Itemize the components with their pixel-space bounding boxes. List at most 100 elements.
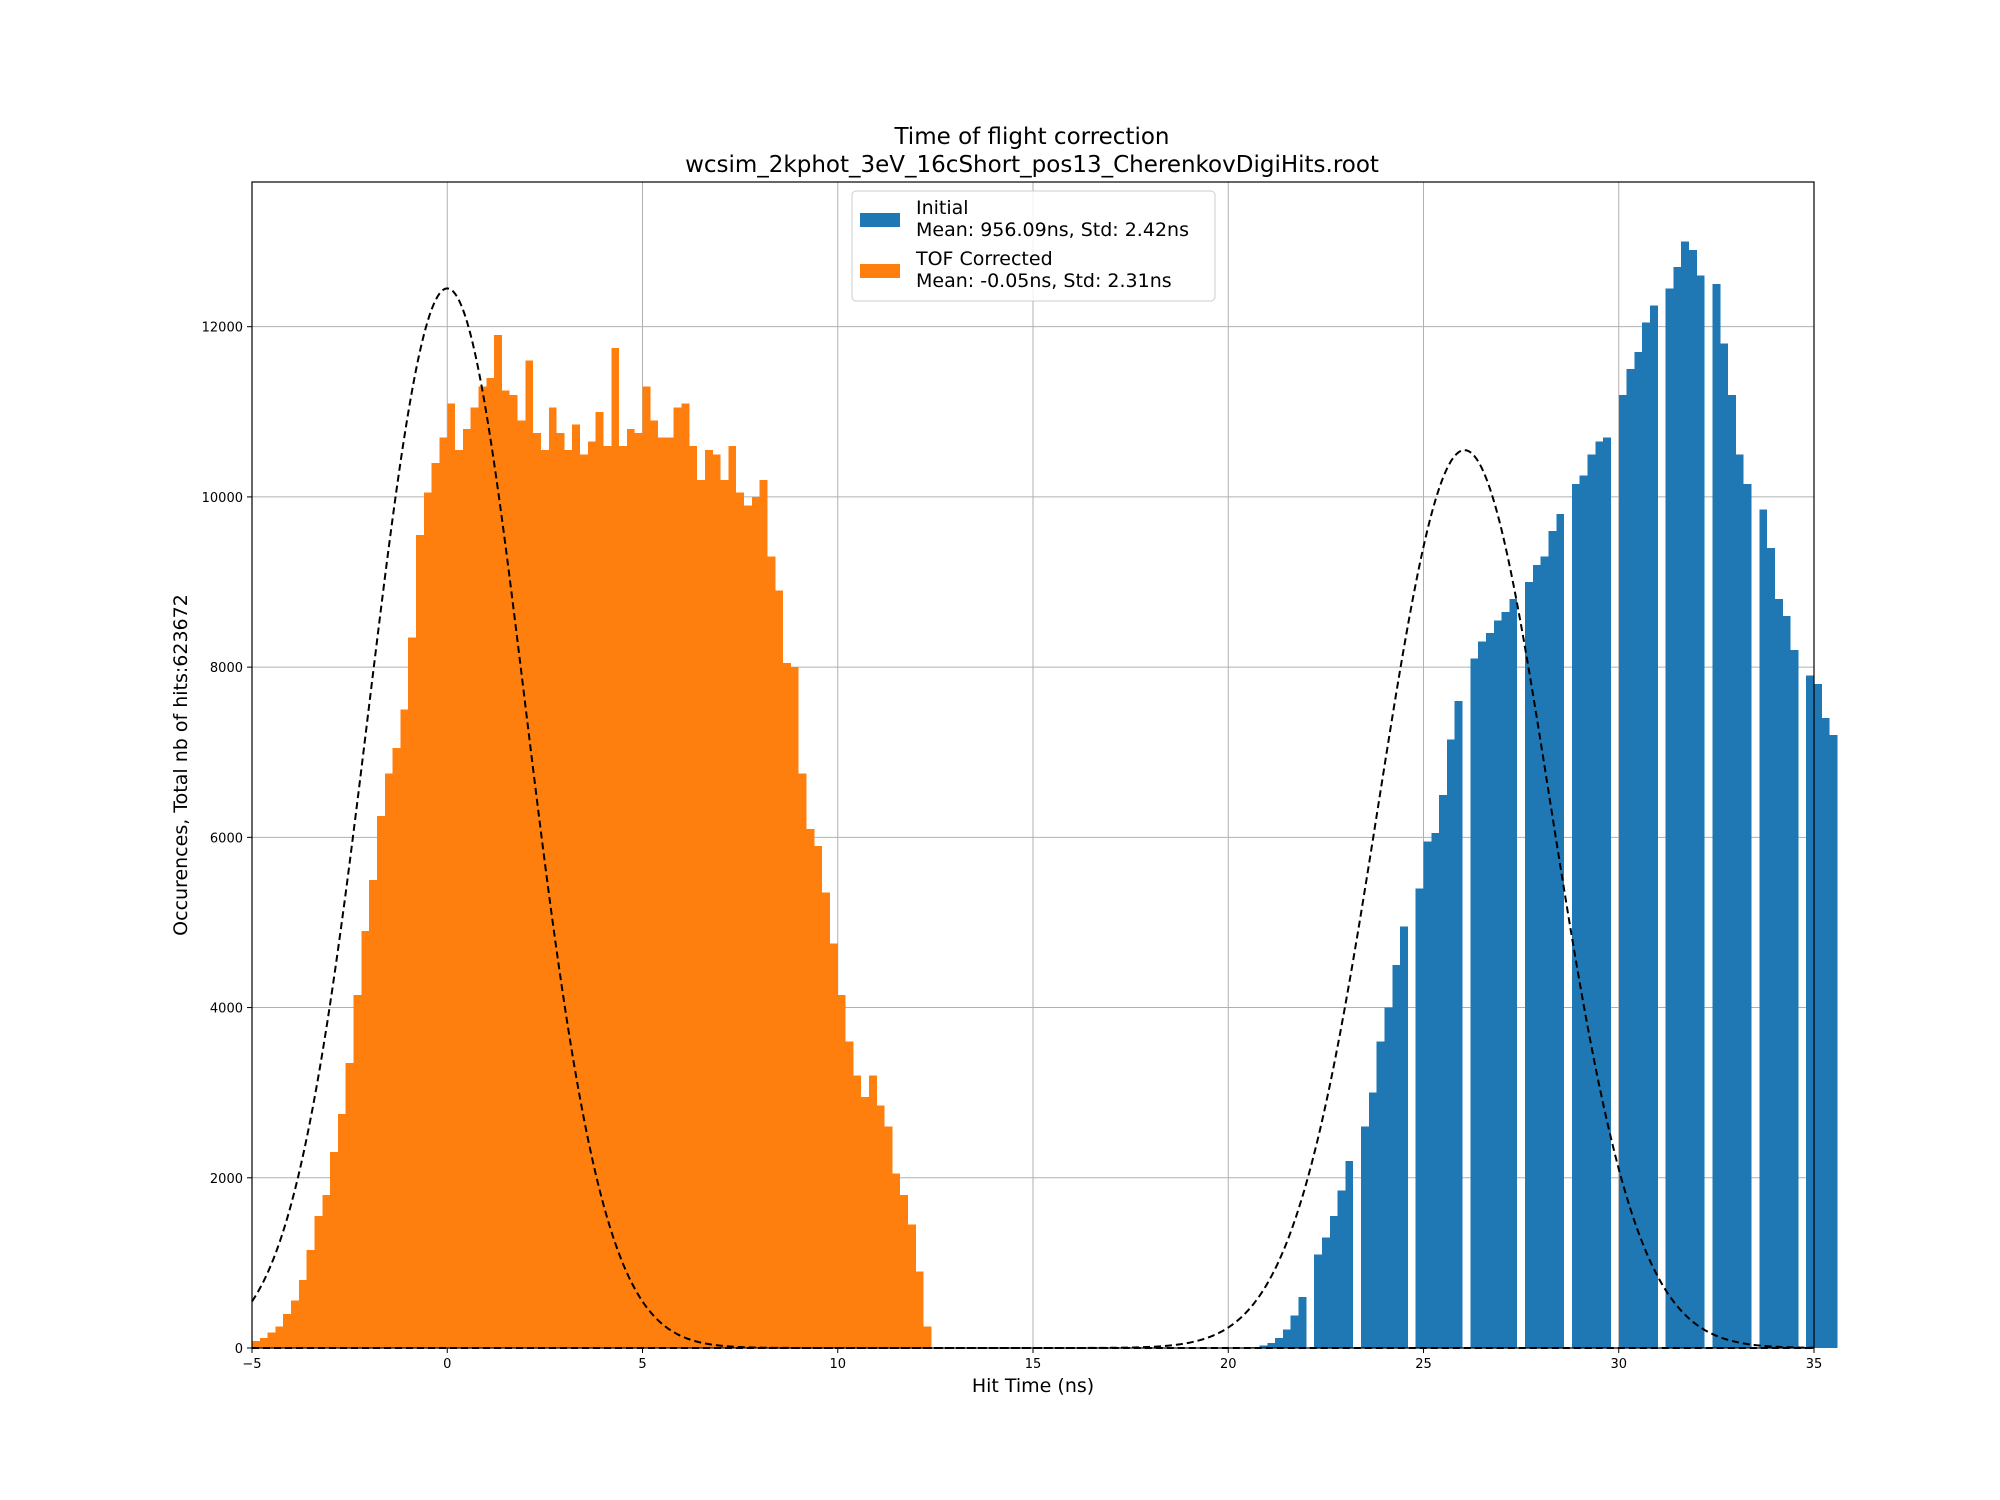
histogram-bar	[1384, 1007, 1393, 1348]
histogram-bar	[892, 1173, 901, 1348]
histogram-bar	[447, 403, 456, 1348]
histogram-bar	[322, 1194, 331, 1348]
histogram-bar	[455, 450, 463, 1349]
histogram-bar	[1368, 1092, 1377, 1348]
histogram-bar	[1509, 599, 1518, 1348]
histogram-bar	[1446, 739, 1455, 1348]
histogram-bar	[1321, 1237, 1330, 1348]
histogram-bar	[1400, 926, 1408, 1348]
histogram-bar	[751, 496, 760, 1348]
histogram-bar	[1814, 684, 1822, 1348]
histogram-bar	[634, 433, 643, 1348]
legend: Initial Mean: 956.09ns, Std: 2.42ns TOF …	[851, 190, 1216, 302]
histogram-bar	[439, 437, 448, 1348]
x-tick-label: 5	[638, 1357, 646, 1372]
histogram-bar	[1345, 1160, 1354, 1348]
histogram-bar	[1618, 394, 1627, 1349]
histogram-bar	[376, 816, 385, 1348]
histogram-bar	[837, 994, 846, 1348]
histogram-bar	[1806, 675, 1814, 1348]
histogram-bar	[400, 709, 409, 1348]
y-tick-label: 0	[235, 1342, 243, 1357]
histogram-bar	[1712, 284, 1721, 1349]
histogram-bar	[829, 943, 838, 1348]
histogram-bar	[384, 773, 393, 1348]
histogram-bar	[275, 1326, 284, 1348]
histogram-bar	[1556, 513, 1565, 1348]
histogram-bar	[1767, 547, 1775, 1348]
x-tick-label: 0	[443, 1357, 451, 1372]
histogram-bar	[1415, 888, 1424, 1348]
histogram-bar	[798, 773, 807, 1348]
histogram-bar	[298, 1279, 307, 1348]
histogram-bar	[681, 403, 690, 1348]
x-tick-label: 30	[1610, 1357, 1627, 1372]
histogram-bar	[814, 845, 823, 1348]
x-axis-label: Hit Time (ns)	[972, 1375, 1094, 1397]
histogram-bar	[1696, 275, 1705, 1348]
histogram-bar	[1337, 1190, 1346, 1348]
histogram-bar	[501, 390, 510, 1348]
histogram-bar	[1282, 1329, 1291, 1348]
histogram-bar	[1673, 267, 1682, 1348]
histogram-bar	[1821, 718, 1830, 1348]
histogram-bar	[822, 892, 830, 1348]
histogram-bar	[337, 1113, 346, 1348]
histogram-bar	[392, 747, 401, 1348]
histogram-bar	[478, 386, 487, 1348]
histogram-bar	[1361, 1126, 1369, 1348]
histogram-bar	[1439, 794, 1447, 1348]
y-tick-label: 2000	[210, 1172, 243, 1187]
histogram-bar	[259, 1337, 268, 1348]
histogram-bar	[580, 454, 588, 1349]
histogram-bar	[908, 1224, 916, 1348]
histogram-bar	[1634, 352, 1643, 1348]
histogram-bar	[517, 420, 526, 1348]
histogram-bar	[619, 445, 627, 1348]
histogram-bar	[728, 445, 737, 1348]
histogram-bar	[1431, 833, 1440, 1348]
histogram-bar	[330, 1152, 338, 1348]
histogram-bar	[665, 437, 674, 1348]
histogram-bar	[470, 407, 479, 1348]
histogram-bar	[1392, 965, 1401, 1348]
histogram-bar	[361, 930, 370, 1348]
histogram-bar	[1314, 1254, 1322, 1348]
histogram-bar	[540, 450, 549, 1349]
histogram-bar	[697, 479, 705, 1349]
histogram-bar	[1376, 1041, 1385, 1348]
histogram-bar	[1681, 241, 1690, 1348]
histogram-bar	[1275, 1337, 1283, 1348]
histogram-bar	[291, 1300, 299, 1348]
histogram-bar	[1571, 484, 1580, 1348]
histogram-bar	[267, 1332, 276, 1348]
histogram-bar	[587, 441, 596, 1348]
x-tick-label: 35	[1806, 1357, 1823, 1372]
histogram-bar	[759, 479, 768, 1349]
histogram-bar	[853, 1075, 862, 1348]
y-tick-label: 6000	[210, 831, 243, 846]
histogram-bar	[720, 479, 729, 1349]
histogram-bar	[509, 394, 518, 1349]
y-tick-label: 10000	[202, 491, 243, 506]
histogram-bar	[1782, 616, 1791, 1348]
histogram-bar	[650, 420, 659, 1348]
histogram-bar	[1532, 564, 1541, 1348]
series-initial-bars	[1251, 241, 1838, 1349]
histogram-bar	[626, 428, 635, 1348]
histogram-bar	[783, 662, 791, 1348]
histogram-bar	[1774, 599, 1783, 1348]
histogram-bar	[1290, 1315, 1299, 1348]
histogram-bar	[845, 1041, 854, 1348]
x-tick-label: 20	[1220, 1357, 1237, 1372]
histogram-bar	[533, 433, 541, 1348]
histogram-bar	[1642, 322, 1650, 1348]
histogram-bar	[1720, 343, 1729, 1349]
histogram-bar	[744, 505, 752, 1349]
histogram-bar	[572, 424, 581, 1349]
legend-swatch-initial	[860, 213, 900, 227]
histogram-bar	[252, 1341, 260, 1348]
x-tick-label: 25	[1415, 1357, 1432, 1372]
